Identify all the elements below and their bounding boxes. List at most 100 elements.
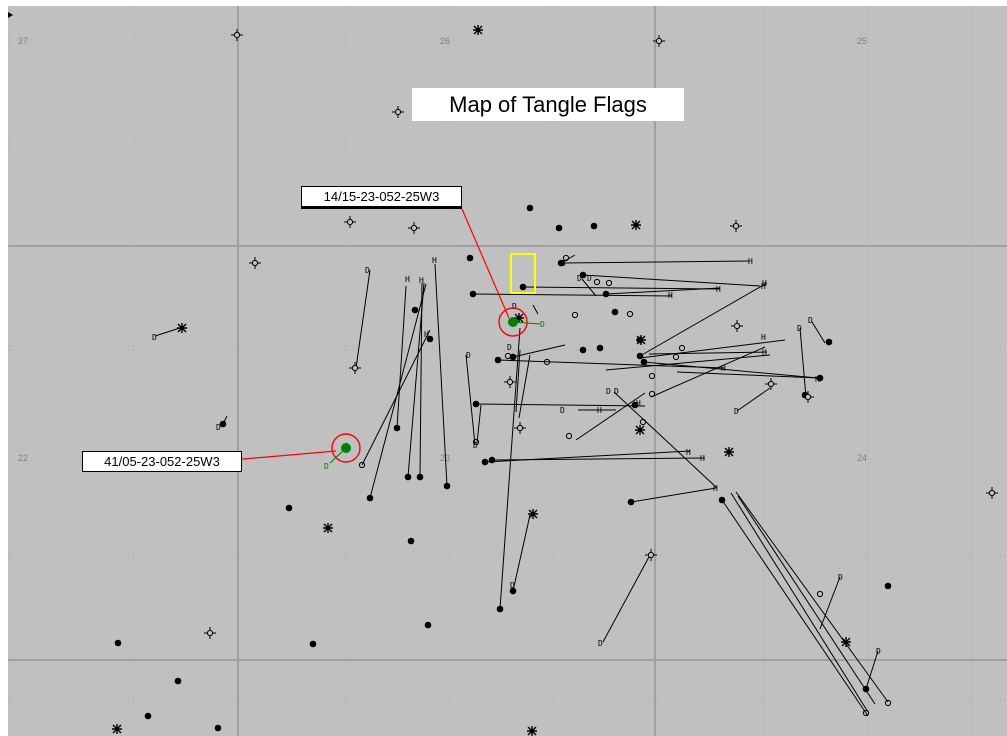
well-dot-30[interactable] (509, 353, 517, 361)
trajectory-25 (730, 492, 869, 713)
section-lines (8, 6, 1007, 736)
end-marker-36: D (512, 302, 517, 311)
well-dot-10[interactable] (174, 677, 182, 685)
completion-ring-12 (648, 390, 656, 398)
trajectory-10 (512, 514, 531, 592)
well-dot-14[interactable] (472, 400, 480, 408)
abandoned-well-ring-9 (988, 489, 996, 497)
well-dot-5[interactable] (285, 504, 293, 512)
trajectory-3 (419, 282, 423, 478)
well-dot-31[interactable] (466, 254, 474, 262)
end-marker-16: H (668, 291, 673, 300)
abandoned-well-ring-14 (516, 424, 524, 432)
end-marker-14: H (721, 364, 726, 373)
trajectory-40 (736, 387, 771, 412)
well-dot-36[interactable] (631, 401, 639, 409)
well-dot-24[interactable] (718, 496, 726, 504)
well-dot-34[interactable] (555, 224, 563, 232)
completion-ring-8 (562, 254, 570, 262)
gas-well-core-9 (516, 315, 522, 321)
well-dot-16[interactable] (488, 456, 496, 464)
end-marker-17: H (748, 257, 753, 266)
trajectory-46 (476, 404, 482, 444)
trajectory-24 (721, 499, 869, 717)
trajectory-32 (676, 371, 821, 379)
well-dot-38[interactable] (862, 685, 870, 693)
well-label-14-15[interactable]: 14/15-23-052-25W3 (301, 186, 462, 209)
gas-well-core-10 (637, 427, 643, 433)
end-marker-9: D (510, 581, 515, 590)
well-dot-2[interactable] (404, 473, 412, 481)
well-dot-9[interactable] (114, 639, 122, 647)
trajectory-29 (639, 282, 768, 357)
well-dot-8[interactable] (424, 621, 432, 629)
completion-ring-9 (593, 278, 601, 286)
target-ring-a[interactable] (498, 307, 528, 337)
well-dot-33[interactable] (590, 222, 598, 230)
completion-ring-16 (884, 699, 892, 707)
well-dot-43[interactable] (816, 374, 824, 382)
selection-box[interactable] (510, 253, 536, 294)
callout-line-a (461, 208, 510, 319)
well-dot-40[interactable] (144, 712, 152, 720)
trajectory-26 (735, 491, 889, 703)
well-label-41-05[interactable]: 41/05-23-052-25W3 (82, 451, 242, 472)
trajectory-18 (605, 287, 721, 295)
abandoned-well-ring-2 (394, 108, 402, 116)
well-dot-26[interactable] (640, 358, 648, 366)
trajectory-28 (613, 391, 718, 489)
trajectory-42 (799, 327, 807, 398)
well-dot-1[interactable] (393, 424, 401, 432)
well-dot-37[interactable] (884, 582, 892, 590)
well-dot-21[interactable] (602, 290, 610, 298)
well-dot-42[interactable] (426, 335, 434, 343)
well-dot-12[interactable] (496, 605, 504, 613)
well-dot-18[interactable] (519, 283, 527, 291)
well-dot-32[interactable] (526, 204, 534, 212)
well-dot-17[interactable] (494, 356, 502, 364)
end-marker-7: D (466, 351, 471, 360)
trajectory-35 (575, 392, 646, 441)
target-ring-b[interactable] (331, 433, 361, 463)
well-dot-27[interactable] (579, 346, 587, 354)
sec-22: 22 (18, 453, 28, 463)
trajectory-44 (515, 349, 521, 413)
well-dot-28[interactable] (596, 344, 604, 352)
well-dot-6[interactable] (407, 537, 415, 545)
well-dot-19[interactable] (469, 290, 477, 298)
well-dot-13[interactable] (509, 587, 517, 595)
end-marker-2: D (365, 266, 370, 275)
well-dot-11[interactable] (219, 420, 227, 428)
end-marker-4: H (419, 276, 424, 285)
gas-well-core-6 (114, 726, 120, 732)
target-mark-a: D (540, 320, 545, 329)
well-dot-22[interactable] (579, 271, 587, 279)
end-marker-34: D (587, 274, 592, 283)
well-dot-44[interactable] (825, 338, 833, 346)
well-dot-35[interactable] (611, 308, 619, 316)
abandoned-well-ring-7 (206, 629, 214, 637)
gas-well-core-2 (325, 525, 331, 531)
well-dot-15[interactable] (481, 458, 489, 466)
well-dot-25[interactable] (636, 352, 644, 360)
completion-ring-17 (605, 279, 613, 287)
well-dot-23[interactable] (627, 498, 635, 506)
end-marker-19: H (762, 279, 767, 288)
well-dot-41[interactable] (411, 306, 419, 314)
well-dot-20[interactable] (557, 259, 565, 267)
completion-ring-5 (565, 432, 573, 440)
end-marker-37: D (561, 259, 566, 268)
well-dot-4[interactable] (443, 482, 451, 490)
completion-ring-2 (472, 438, 480, 446)
abandoned-well-ring-0 (233, 31, 241, 39)
well-dot-7[interactable] (309, 640, 317, 648)
trajectory-19 (582, 274, 761, 287)
end-marker-5: H (432, 256, 437, 265)
well-dot-39[interactable] (214, 724, 222, 732)
end-marker-15: H (716, 285, 721, 294)
end-marker-35: D (507, 343, 512, 352)
well-dot-0[interactable] (366, 494, 374, 502)
abandoned-well-ring-3 (251, 259, 259, 267)
